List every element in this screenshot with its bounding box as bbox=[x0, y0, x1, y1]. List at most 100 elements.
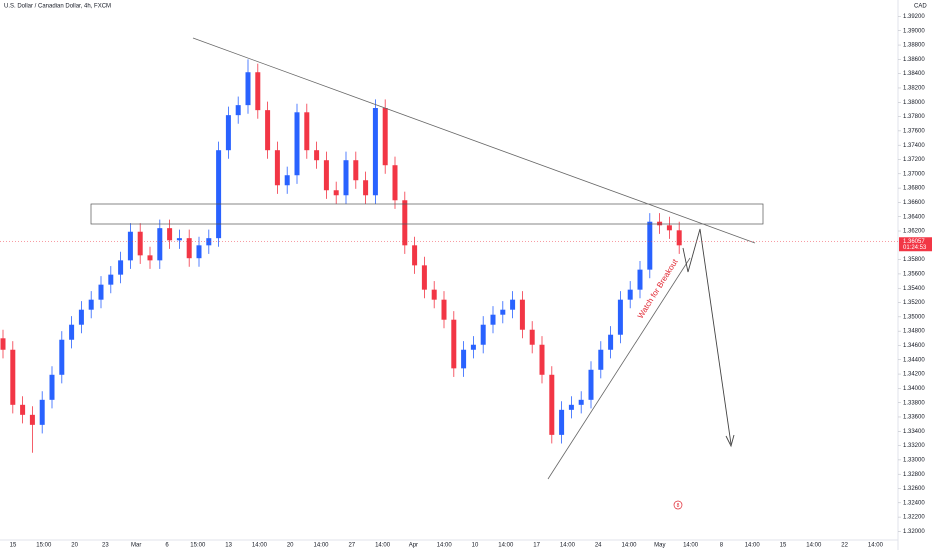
y-tick-label: 1.38800 bbox=[903, 43, 925, 49]
candle-body bbox=[627, 289, 633, 300]
candle-body bbox=[323, 160, 329, 191]
candle-body bbox=[549, 374, 555, 435]
y-tick-label: 1.34200 bbox=[903, 372, 925, 378]
candle-body bbox=[314, 150, 320, 161]
y-tick-label: 1.36800 bbox=[903, 186, 925, 192]
candle-body bbox=[441, 299, 447, 320]
x-tick-label: 22 bbox=[841, 543, 848, 549]
y-tick-label: 1.34400 bbox=[903, 357, 925, 363]
candle-body bbox=[598, 349, 604, 370]
candle-body bbox=[49, 374, 55, 400]
y-tick-label: 1.34800 bbox=[903, 329, 925, 335]
y-tick-label: 1.33400 bbox=[903, 429, 925, 435]
candle-body bbox=[637, 269, 643, 290]
x-tick-label: 27 bbox=[348, 543, 355, 549]
descending-trendline bbox=[192, 37, 756, 244]
candle-body bbox=[382, 108, 388, 166]
candle-body bbox=[245, 72, 251, 106]
candle-body bbox=[363, 180, 369, 196]
candle-body bbox=[20, 404, 26, 415]
x-tick-label: 14:00 bbox=[560, 543, 576, 549]
candle-body bbox=[284, 175, 290, 186]
candle-body bbox=[392, 165, 398, 201]
candle-body bbox=[372, 108, 378, 196]
y-tick-label: 1.35200 bbox=[903, 300, 925, 306]
y-tick-label: 1.37200 bbox=[903, 157, 925, 163]
candle-body bbox=[510, 299, 516, 310]
candle-body bbox=[118, 260, 124, 275]
candle-body bbox=[657, 221, 663, 226]
candle-body bbox=[333, 190, 339, 196]
candle-body bbox=[69, 324, 75, 340]
y-tick-label: 1.36600 bbox=[903, 200, 925, 206]
x-tick-label: 24 bbox=[595, 543, 602, 549]
candle-body bbox=[39, 399, 45, 425]
currency-label: CAD bbox=[914, 4, 927, 10]
candle-body bbox=[559, 409, 565, 435]
candle-body bbox=[176, 238, 182, 241]
x-tick-label: 14:00 bbox=[313, 543, 329, 549]
candle-body bbox=[568, 404, 574, 410]
candle-body bbox=[539, 344, 545, 375]
y-tick-label: 1.37800 bbox=[903, 114, 925, 120]
candle-body bbox=[98, 284, 104, 300]
resistance-zone bbox=[90, 203, 764, 225]
x-tick-label: Apr bbox=[409, 543, 418, 549]
candle-body bbox=[216, 150, 222, 239]
candle-body bbox=[451, 319, 457, 369]
candle-body bbox=[225, 115, 231, 151]
x-tick-label: 14:00 bbox=[806, 543, 822, 549]
y-tick-label: 1.32800 bbox=[903, 472, 925, 478]
y-tick-label: 1.33000 bbox=[903, 457, 925, 463]
event-marker[interactable] bbox=[673, 500, 683, 510]
y-tick-label: 1.38600 bbox=[903, 57, 925, 63]
y-tick-label: 1.36400 bbox=[903, 214, 925, 220]
candle-body bbox=[147, 255, 153, 261]
y-tick-label: 1.32600 bbox=[903, 486, 925, 492]
x-tick-label: 14:00 bbox=[498, 543, 514, 549]
candle-body bbox=[108, 274, 114, 285]
candle-body bbox=[10, 349, 16, 405]
x-tick-label: 20 bbox=[287, 543, 294, 549]
candle-body bbox=[196, 245, 202, 259]
x-tick-label: 13 bbox=[225, 543, 232, 549]
x-tick-label: 17 bbox=[533, 543, 540, 549]
candle-body bbox=[255, 72, 261, 111]
chart-title: U.S. Dollar / Canadian Dollar, 4h, FXCM bbox=[4, 4, 111, 10]
candle-body bbox=[206, 238, 212, 246]
event-marker-label[interactable]: 8 bbox=[677, 503, 680, 509]
candle-body bbox=[676, 230, 682, 246]
x-tick-label: May bbox=[654, 543, 665, 549]
candle-body bbox=[59, 339, 65, 375]
candle-body bbox=[588, 369, 594, 400]
x-tick-label: 6 bbox=[165, 543, 169, 549]
candle-body bbox=[88, 299, 94, 310]
candle-body bbox=[608, 334, 614, 350]
candle-body bbox=[402, 200, 408, 246]
y-tick-label: 1.38000 bbox=[903, 100, 925, 106]
y-tick-label: 1.39200 bbox=[903, 14, 925, 20]
x-tick-label: 14:00 bbox=[683, 543, 699, 549]
candle-body bbox=[78, 309, 84, 325]
y-tick-label: 1.32400 bbox=[903, 500, 925, 506]
x-tick-label: 15 bbox=[780, 543, 787, 549]
candle-body bbox=[500, 309, 506, 315]
candle-body bbox=[235, 105, 241, 116]
candle-body bbox=[578, 399, 584, 405]
y-tick-label: 1.34000 bbox=[903, 386, 925, 392]
x-tick-label: 14:00 bbox=[745, 543, 761, 549]
last-price-box bbox=[899, 237, 932, 252]
y-tick-label: 1.38200 bbox=[903, 86, 925, 92]
y-tick-label: 1.38400 bbox=[903, 71, 925, 77]
x-tick-label: 8 bbox=[720, 543, 724, 549]
y-tick-label: 1.37000 bbox=[903, 171, 925, 177]
candle-body bbox=[666, 225, 672, 231]
candle-body bbox=[353, 160, 359, 181]
candle-body bbox=[186, 238, 192, 259]
x-tick-label: 23 bbox=[102, 543, 109, 549]
y-tick-label: 1.37600 bbox=[903, 128, 925, 134]
candle-body bbox=[412, 245, 418, 266]
y-tick-label: 1.35600 bbox=[903, 272, 925, 278]
